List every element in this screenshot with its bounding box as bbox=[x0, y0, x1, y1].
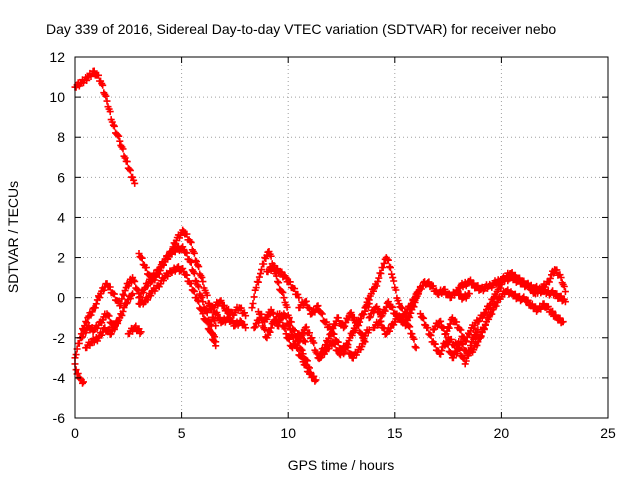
chart-title: Day 339 of 2016, Sidereal Day-to-day VTE… bbox=[46, 21, 556, 37]
y-tick-label: 12 bbox=[49, 49, 65, 65]
series-track-c bbox=[71, 274, 143, 362]
y-tick-label: -4 bbox=[53, 370, 66, 386]
x-tick-label: 25 bbox=[600, 425, 616, 441]
data-point-marks bbox=[416, 310, 482, 368]
grid bbox=[75, 57, 608, 418]
data-points bbox=[71, 67, 569, 387]
axis-ticks: 0 5 10 15 20 25 -6 -4 -2 0 2 4 6 8 10 12 bbox=[49, 49, 616, 441]
x-axis-title: GPS time / hours bbox=[288, 457, 395, 473]
data-point-marks bbox=[429, 310, 488, 346]
data-point-marks bbox=[402, 278, 473, 318]
series-track-f bbox=[124, 322, 145, 338]
y-tick-label: 10 bbox=[49, 89, 65, 105]
y-axis-title: SDTVAR / TECUs bbox=[5, 181, 21, 293]
data-point-marks bbox=[370, 290, 422, 338]
series-track-u bbox=[370, 290, 422, 338]
x-tick-label: 20 bbox=[494, 425, 510, 441]
series-track-x bbox=[429, 310, 488, 346]
y-tick-label: 2 bbox=[57, 250, 65, 266]
data-point-marks bbox=[480, 266, 569, 318]
series-track-m bbox=[254, 306, 320, 385]
series-track-k bbox=[210, 297, 250, 320]
y-tick-label: -6 bbox=[53, 410, 66, 426]
y-tick-label: -2 bbox=[53, 330, 66, 346]
plot-frame bbox=[74, 56, 609, 419]
series-track-a bbox=[71, 67, 139, 187]
data-point-marks bbox=[135, 263, 220, 350]
y-tick-label: 0 bbox=[57, 290, 65, 306]
series-track-h bbox=[135, 242, 220, 346]
series-track-aa bbox=[480, 266, 569, 318]
data-point-marks bbox=[476, 286, 567, 342]
series-track-n bbox=[263, 262, 303, 302]
series-track-v bbox=[402, 278, 473, 318]
series-track-ab bbox=[476, 286, 567, 342]
x-tick-label: 5 bbox=[178, 425, 186, 441]
x-tick-label: 10 bbox=[280, 425, 296, 441]
y-tick-label: 4 bbox=[57, 209, 65, 225]
data-point-marks bbox=[71, 67, 139, 187]
data-point-marks bbox=[210, 297, 250, 320]
data-point-marks bbox=[263, 262, 303, 302]
series-track-w bbox=[416, 310, 482, 368]
y-tick-label: 6 bbox=[57, 169, 65, 185]
data-point-marks bbox=[71, 274, 143, 362]
x-tick-label: 0 bbox=[71, 425, 79, 441]
data-point-marks bbox=[71, 360, 87, 387]
series-track-i bbox=[135, 263, 220, 350]
x-tick-label: 15 bbox=[387, 425, 403, 441]
series-track-r bbox=[316, 337, 369, 362]
data-point-marks bbox=[316, 337, 369, 362]
data-point-marks bbox=[82, 318, 122, 352]
data-point-marks bbox=[205, 300, 250, 332]
series-track-j bbox=[205, 300, 250, 332]
data-point-marks bbox=[254, 306, 320, 385]
data-point-marks bbox=[135, 242, 220, 346]
data-point-marks bbox=[124, 322, 145, 338]
series-track-e bbox=[82, 318, 122, 352]
series-track-b bbox=[71, 360, 87, 387]
y-tick-label: 8 bbox=[57, 129, 65, 145]
